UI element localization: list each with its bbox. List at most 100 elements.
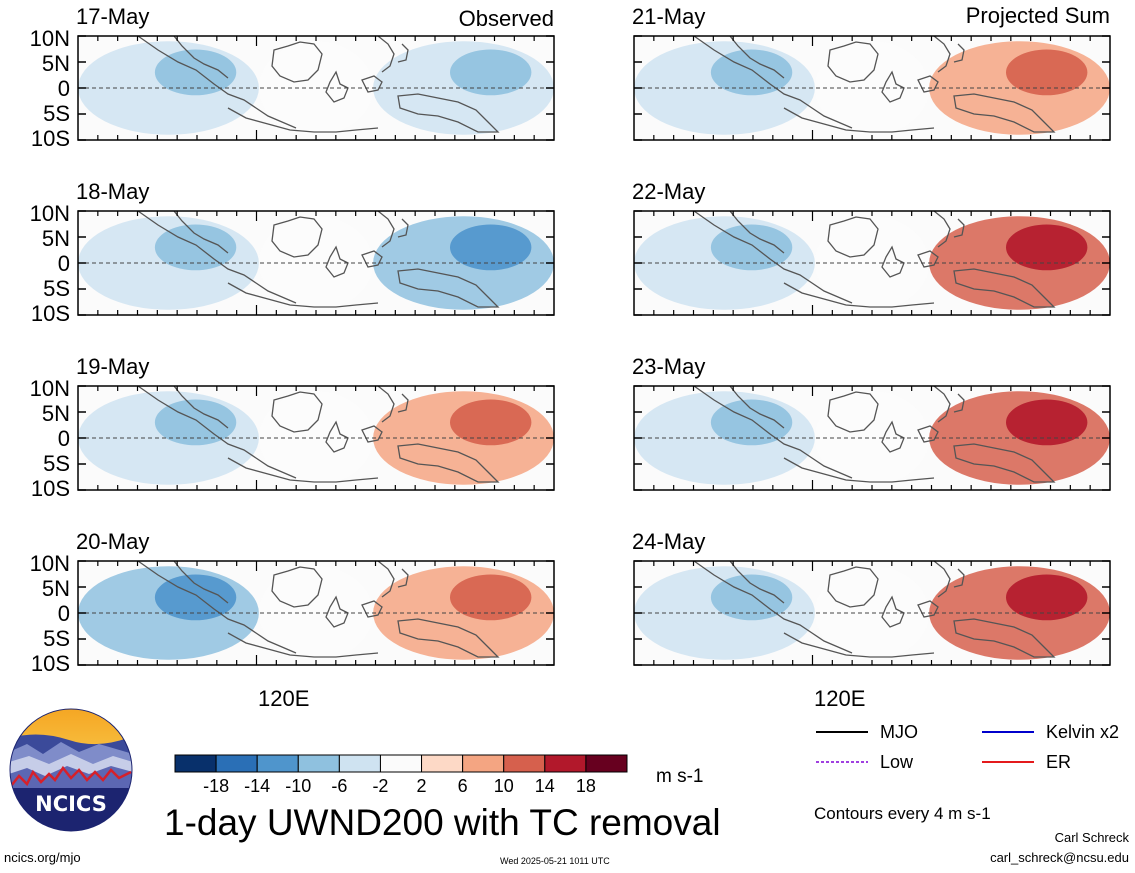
lat-labels-row-1: 10N 5N 0 5S 10S — [8, 26, 70, 151]
coastline — [953, 218, 965, 238]
lat-label: 5S — [43, 626, 70, 651]
coastline — [377, 210, 395, 248]
colorbar-swatch — [544, 754, 587, 773]
coastline — [397, 393, 409, 413]
coastline — [361, 250, 383, 268]
anomaly-core-west — [710, 49, 793, 96]
lat-label: 5N — [41, 51, 70, 76]
colorbar-tick-label: -6 — [331, 776, 347, 794]
coastline — [953, 443, 1056, 483]
legend-label-low: Low — [880, 752, 914, 772]
coastline — [397, 618, 500, 658]
coastline — [361, 600, 383, 618]
coastline — [271, 216, 323, 258]
observed-title: Observed — [458, 6, 554, 31]
map-panel-proj-2 — [633, 210, 1111, 316]
coastline — [729, 35, 785, 79]
lat-label: 0 — [57, 251, 70, 276]
map-panel-proj-1 — [633, 35, 1111, 141]
coastline — [827, 566, 879, 608]
lat-label: 10N — [29, 201, 70, 226]
anomaly-core-east — [449, 224, 532, 271]
lat-labels-row-2: 10N 5N 0 5S 10S — [8, 201, 70, 326]
coastline — [933, 560, 951, 598]
lat-label: 10S — [30, 476, 70, 501]
panel-date-proj-3: 23-May — [632, 354, 706, 379]
coastline — [917, 75, 939, 93]
anomaly-core-east — [1005, 49, 1088, 96]
anomaly-core-west — [154, 574, 237, 621]
coastline — [325, 420, 349, 453]
coastline — [953, 568, 965, 588]
colorbar-swatch — [338, 754, 381, 773]
lat-label: 10S — [30, 301, 70, 326]
colorbar-tick-label: 6 — [458, 776, 468, 794]
lat-label: 0 — [57, 76, 70, 101]
coastline — [397, 93, 500, 133]
anomaly-core-west — [154, 224, 237, 271]
colorbar-swatch — [585, 754, 628, 773]
coastline — [729, 560, 785, 604]
coastline — [933, 385, 951, 423]
coastline — [397, 268, 500, 308]
coastline — [881, 595, 905, 628]
colorbar-tick-label: 10 — [494, 776, 514, 794]
anomaly-core-east — [1005, 574, 1088, 621]
ncics-logo: NCICS — [9, 708, 133, 832]
coastline — [881, 420, 905, 453]
lon-label-left: 120E — [258, 686, 310, 711]
coastline — [227, 107, 379, 133]
coastline — [917, 250, 939, 268]
coastline — [173, 385, 229, 429]
coastline — [827, 41, 879, 83]
coastline — [397, 443, 500, 483]
colorbar: -18 -14 -10 -6 -2 2 6 10 14 18 — [174, 754, 628, 794]
panel-date-proj-4: 24-May — [632, 529, 706, 554]
coastline — [173, 35, 229, 79]
coastline — [783, 282, 935, 308]
coastline — [227, 282, 379, 308]
coastline — [377, 560, 395, 598]
legend-swatches — [816, 731, 1034, 763]
coastline — [693, 210, 853, 304]
coastline — [173, 560, 229, 604]
colorbar-tick-label: -2 — [372, 776, 388, 794]
lat-label: 10N — [29, 376, 70, 401]
colorbar-tick-label: 2 — [417, 776, 427, 794]
colorbar-swatch — [215, 754, 258, 773]
footer-timestamp: Wed 2025-05-21 1011 UTC — [500, 856, 610, 866]
lat-label: 10S — [30, 126, 70, 151]
anomaly-core-west — [710, 574, 793, 621]
coastline — [693, 385, 853, 479]
anomaly-core-west — [154, 49, 237, 96]
coastline — [917, 600, 939, 618]
coastline — [933, 210, 951, 248]
lat-label: 5S — [43, 101, 70, 126]
lat-label: 10N — [29, 26, 70, 51]
legend-label-kelvin: Kelvin x2 — [1046, 722, 1120, 742]
lon-label-right: 120E — [814, 686, 866, 711]
coastline — [953, 93, 1056, 133]
coastline — [933, 35, 951, 73]
logo-text: NCICS — [35, 792, 107, 816]
anomaly-core-east — [1005, 224, 1088, 271]
coastline — [783, 632, 935, 658]
coastline — [325, 245, 349, 278]
coastline — [953, 43, 965, 63]
coastline — [953, 393, 965, 413]
colorbar-tick-label: -10 — [285, 776, 311, 794]
footer-url: ncics.org/mjo — [4, 850, 81, 865]
coastline — [397, 43, 409, 63]
footer-author: Carl Schreck — [1054, 830, 1129, 845]
map-panel-obs-1 — [77, 35, 555, 141]
colorbar-swatch — [462, 754, 505, 773]
lat-label: 10N — [29, 551, 70, 576]
colorbar-tick-label: 18 — [576, 776, 596, 794]
coastline — [397, 218, 409, 238]
panel-date-obs-3: 19-May — [76, 354, 150, 379]
coastline — [227, 632, 379, 658]
lat-label: 0 — [57, 601, 70, 626]
colorbar-tick-label: -14 — [244, 776, 270, 794]
coastline — [783, 107, 935, 133]
lat-labels-row-3: 10N 5N 0 5S 10S — [8, 376, 70, 501]
